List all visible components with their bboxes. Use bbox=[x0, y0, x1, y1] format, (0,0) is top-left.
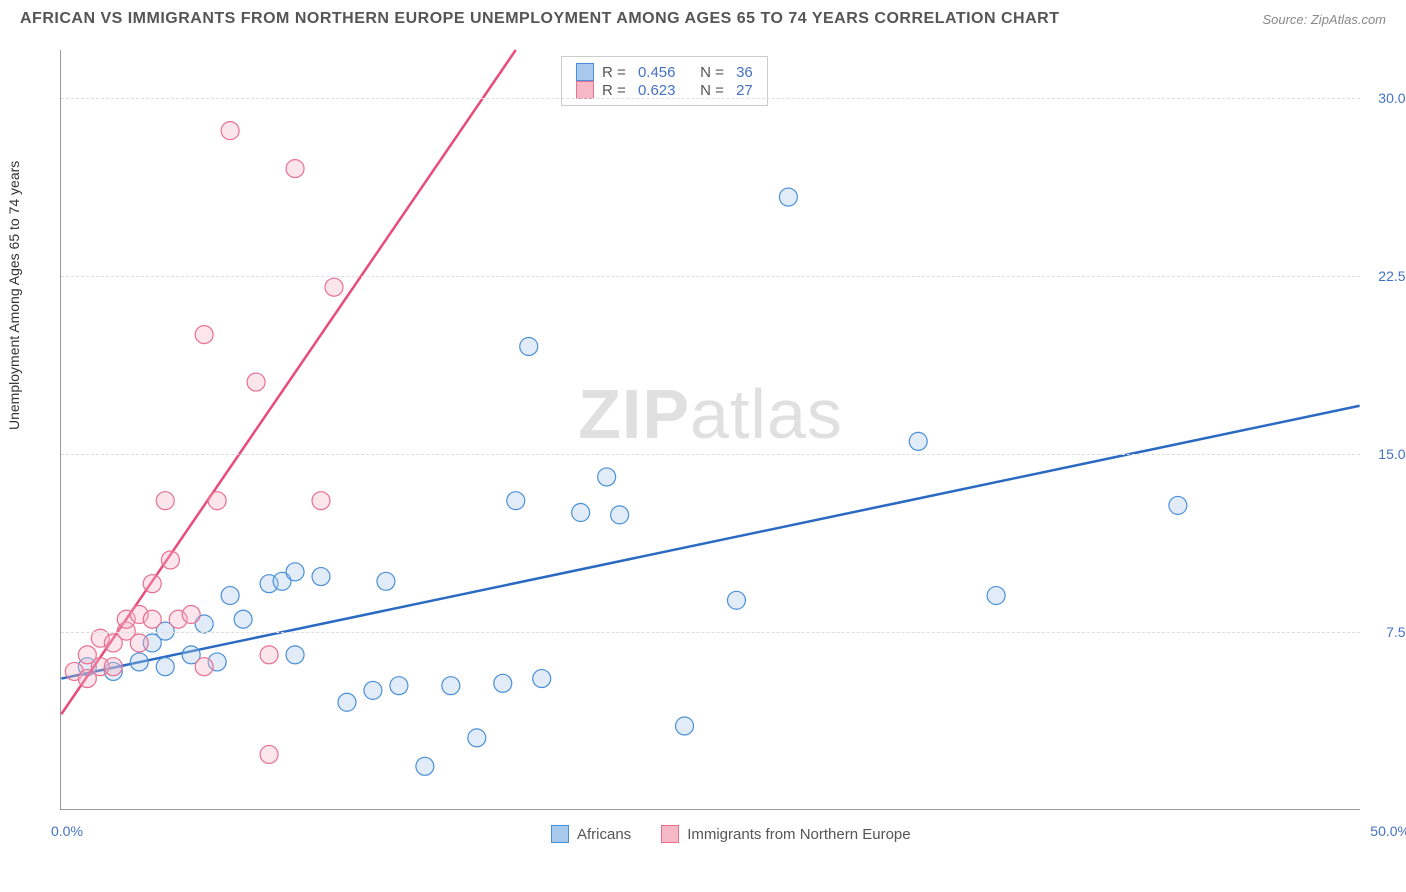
data-point bbox=[286, 563, 304, 581]
data-point bbox=[779, 188, 797, 206]
legend-swatch bbox=[576, 81, 594, 99]
data-point bbox=[143, 610, 161, 628]
data-point bbox=[234, 610, 252, 628]
data-point bbox=[572, 504, 590, 522]
data-point bbox=[533, 670, 551, 688]
data-point bbox=[987, 587, 1005, 605]
stats-row: R = 0.623 N = 27 bbox=[576, 81, 753, 99]
data-point bbox=[221, 587, 239, 605]
stats-row: R = 0.456 N = 36 bbox=[576, 63, 753, 81]
legend-item: Immigrants from Northern Europe bbox=[661, 825, 910, 843]
legend-swatch bbox=[551, 825, 569, 843]
r-value: 0.456 bbox=[638, 64, 676, 81]
y-tick-label: 30.0% bbox=[1378, 90, 1406, 106]
n-value: 27 bbox=[736, 82, 753, 99]
y-axis-label: Unemployment Among Ages 65 to 74 years bbox=[6, 161, 22, 430]
y-tick-label: 15.0% bbox=[1378, 446, 1406, 462]
n-label: N = bbox=[683, 64, 728, 81]
data-point bbox=[416, 757, 434, 775]
data-point bbox=[727, 591, 745, 609]
r-value: 0.623 bbox=[638, 82, 676, 99]
n-label: N = bbox=[683, 82, 728, 99]
data-point bbox=[338, 693, 356, 711]
scatter-plot bbox=[61, 50, 1360, 809]
data-point bbox=[143, 575, 161, 593]
data-point bbox=[182, 606, 200, 624]
chart-title: AFRICAN VS IMMIGRANTS FROM NORTHERN EURO… bbox=[20, 10, 1059, 28]
data-point bbox=[130, 634, 148, 652]
stats-legend: R = 0.456 N = 36R = 0.623 N = 27 bbox=[561, 56, 768, 106]
data-point bbox=[312, 568, 330, 586]
data-point bbox=[611, 506, 629, 524]
data-point bbox=[156, 492, 174, 510]
data-point bbox=[195, 658, 213, 676]
data-point bbox=[260, 646, 278, 664]
data-point bbox=[260, 745, 278, 763]
n-value: 36 bbox=[736, 64, 753, 81]
data-point bbox=[520, 337, 538, 355]
series-legend: Africans Immigrants from Northern Europe bbox=[551, 825, 911, 843]
legend-item: Africans bbox=[551, 825, 631, 843]
data-point bbox=[104, 658, 122, 676]
legend-swatch bbox=[576, 63, 594, 81]
gridline bbox=[61, 98, 1360, 99]
gridline bbox=[61, 276, 1360, 277]
y-tick-label: 7.5% bbox=[1386, 624, 1406, 640]
data-point bbox=[208, 492, 226, 510]
legend-label: Immigrants from Northern Europe bbox=[687, 826, 910, 843]
data-point bbox=[286, 646, 304, 664]
data-point bbox=[676, 717, 694, 735]
trend-line bbox=[61, 406, 1359, 679]
data-point bbox=[156, 658, 174, 676]
data-point bbox=[364, 681, 382, 699]
data-point bbox=[468, 729, 486, 747]
data-point bbox=[1169, 496, 1187, 514]
data-point bbox=[507, 492, 525, 510]
y-tick-label: 22.5% bbox=[1378, 268, 1406, 284]
r-label: R = bbox=[602, 64, 630, 81]
data-point bbox=[161, 551, 179, 569]
data-point bbox=[442, 677, 460, 695]
data-point bbox=[247, 373, 265, 391]
gridline bbox=[61, 454, 1360, 455]
data-point bbox=[494, 674, 512, 692]
data-point bbox=[286, 160, 304, 178]
data-point bbox=[390, 677, 408, 695]
data-point bbox=[130, 653, 148, 671]
data-point bbox=[325, 278, 343, 296]
chart-area: ZIPatlas R = 0.456 N = 36R = 0.623 N = 2… bbox=[60, 50, 1360, 810]
source-label: Source: ZipAtlas.com bbox=[1262, 12, 1386, 27]
x-tick-max: 50.0% bbox=[1370, 823, 1406, 839]
data-point bbox=[312, 492, 330, 510]
data-point bbox=[195, 326, 213, 344]
legend-swatch bbox=[661, 825, 679, 843]
data-point bbox=[221, 122, 239, 140]
header: AFRICAN VS IMMIGRANTS FROM NORTHERN EURO… bbox=[0, 0, 1406, 28]
legend-label: Africans bbox=[577, 826, 631, 843]
data-point bbox=[909, 432, 927, 450]
data-point bbox=[598, 468, 616, 486]
data-point bbox=[377, 572, 395, 590]
gridline bbox=[61, 632, 1360, 633]
r-label: R = bbox=[602, 82, 630, 99]
x-tick-min: 0.0% bbox=[51, 823, 83, 839]
